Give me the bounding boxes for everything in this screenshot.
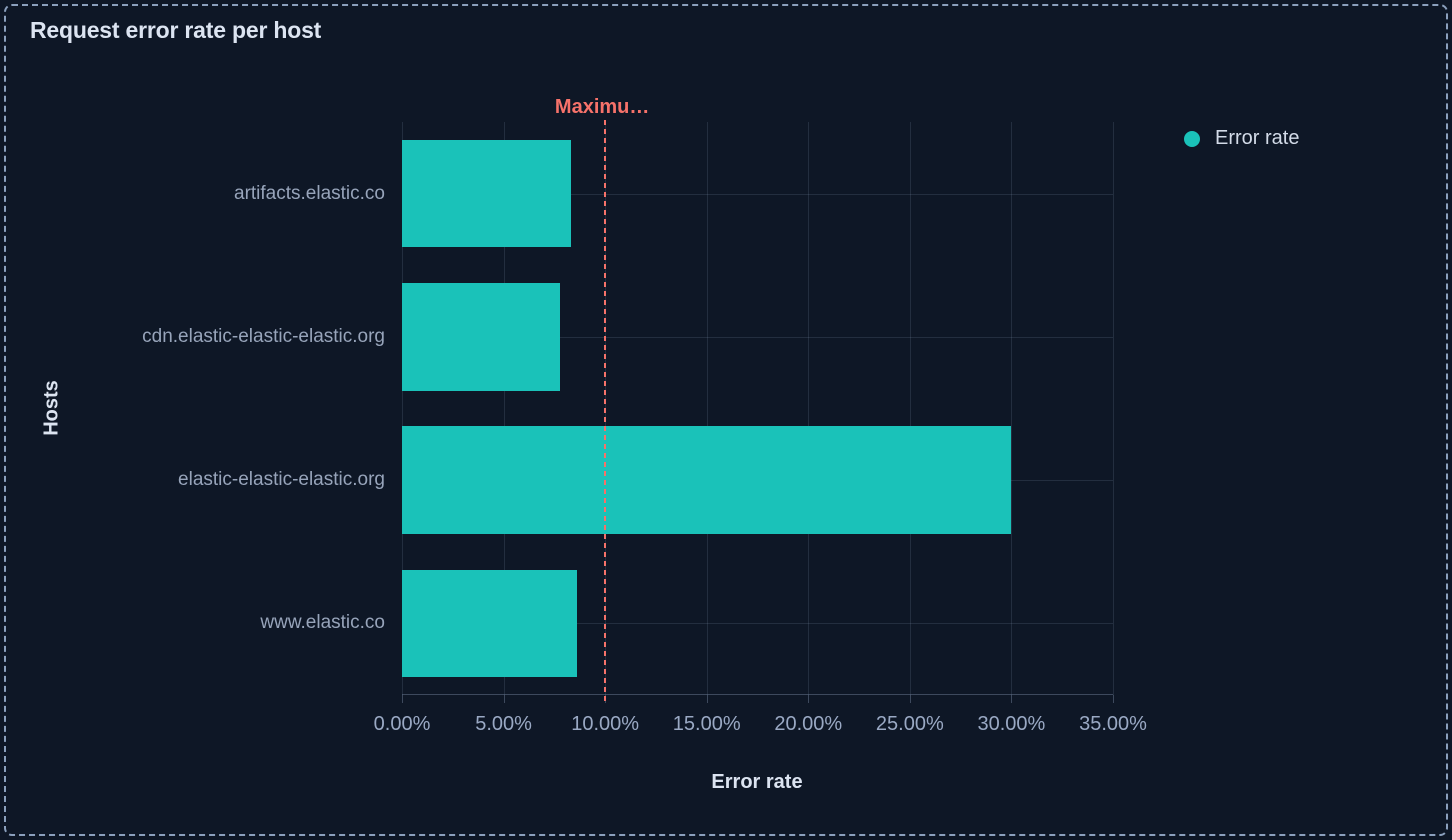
legend-item-error-rate[interactable]: Error rate — [1184, 127, 1299, 150]
x-axis-tick — [808, 695, 810, 703]
y-category-label: www.elastic.co — [260, 612, 385, 634]
x-axis-tick — [909, 695, 911, 703]
h-gridline — [402, 336, 1113, 338]
v-gridline — [402, 122, 403, 695]
y-axis-title: Hosts — [40, 380, 63, 436]
x-axis-tick — [1113, 695, 1114, 703]
threshold-annotation-label: Maximu… — [554, 96, 650, 118]
y-category-label: artifacts.elastic.co — [234, 182, 385, 204]
x-tick-label: 0.00% — [373, 713, 431, 735]
bar[interactable] — [402, 569, 577, 678]
x-tick-label: 5.00% — [475, 713, 532, 735]
v-gridline — [706, 122, 708, 695]
x-axis-tick — [503, 695, 505, 703]
h-gridline — [402, 623, 1113, 625]
h-gridline — [402, 193, 1113, 195]
x-tick-label: 30.00% — [977, 713, 1046, 735]
v-gridline — [1113, 122, 1114, 695]
v-gridline — [808, 122, 810, 695]
legend-swatch-icon — [1184, 130, 1200, 147]
x-axis-line — [402, 694, 1113, 695]
bar[interactable] — [402, 283, 561, 391]
panel-title: Request error rate per host — [30, 17, 322, 43]
x-tick-label: 10.00% — [571, 713, 640, 735]
y-category-label: cdn.elastic-elastic-elastic.org — [142, 325, 385, 347]
x-axis-tick — [402, 695, 403, 703]
v-gridline — [1011, 122, 1013, 695]
x-tick-label: 35.00% — [1079, 713, 1147, 735]
bar[interactable] — [402, 139, 571, 248]
x-tick-label: 20.00% — [774, 713, 843, 735]
v-gridline — [503, 122, 505, 695]
bar[interactable] — [402, 426, 1012, 534]
x-tick-label: 25.00% — [875, 713, 944, 735]
threshold-line — [604, 120, 607, 703]
legend-item-label[interactable]: Error rate — [1215, 127, 1300, 149]
v-gridline — [909, 122, 911, 695]
x-axis-tick — [706, 695, 708, 703]
x-axis-title: Error rate — [711, 771, 803, 793]
plot-area — [402, 120, 1114, 703]
x-tick-label: 15.00% — [672, 713, 741, 735]
y-category-label: elastic-elastic-elastic.org — [178, 469, 385, 491]
x-axis-tick — [1011, 695, 1013, 703]
